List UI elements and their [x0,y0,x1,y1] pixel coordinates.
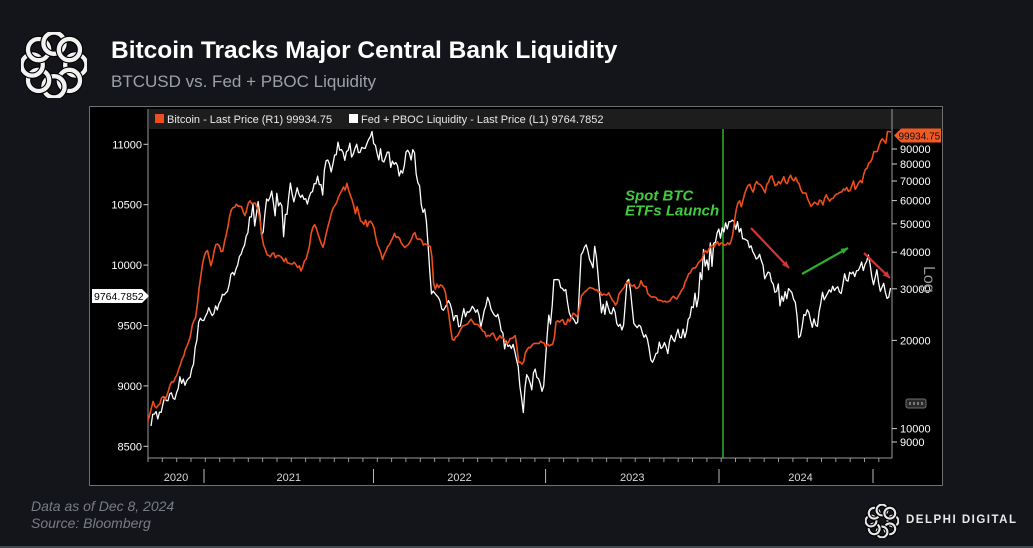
svg-text:10000: 10000 [111,260,142,272]
svg-text:Log: Log [920,266,937,293]
svg-text:90000: 90000 [900,144,931,156]
svg-text:9000: 9000 [118,381,142,393]
svg-text:99934.75: 99934.75 [899,132,941,143]
svg-text:2023: 2023 [620,472,644,484]
svg-text:60000: 60000 [900,196,931,208]
svg-text:Fed + PBOC Liquidity - Last Pr: Fed + PBOC Liquidity - Last Price (L1) 9… [361,114,603,126]
svg-text:Bitcoin - Last Price (R1) 9993: Bitcoin - Last Price (R1) 99934.75 [167,114,332,126]
svg-text:2022: 2022 [447,472,471,484]
svg-text:30000: 30000 [900,284,931,296]
svg-text:10500: 10500 [111,200,142,212]
svg-text:9764.7852: 9764.7852 [94,291,144,303]
svg-text:80000: 80000 [900,159,931,171]
svg-text:ETFs Launch: ETFs Launch [625,203,719,220]
svg-text:Spot BTC: Spot BTC [625,188,694,205]
svg-text:8500: 8500 [118,441,142,453]
svg-text:2024: 2024 [788,472,812,484]
svg-text:2020: 2020 [164,472,188,484]
svg-text:2021: 2021 [277,472,301,484]
svg-text:70000: 70000 [900,176,931,188]
svg-text:20000: 20000 [900,335,931,347]
svg-text:10000: 10000 [900,424,931,436]
svg-text:11000: 11000 [112,139,142,151]
svg-text:40000: 40000 [900,247,931,259]
svg-text:9500: 9500 [118,321,142,333]
svg-text:9000: 9000 [900,437,924,449]
svg-text:50000: 50000 [900,219,931,231]
